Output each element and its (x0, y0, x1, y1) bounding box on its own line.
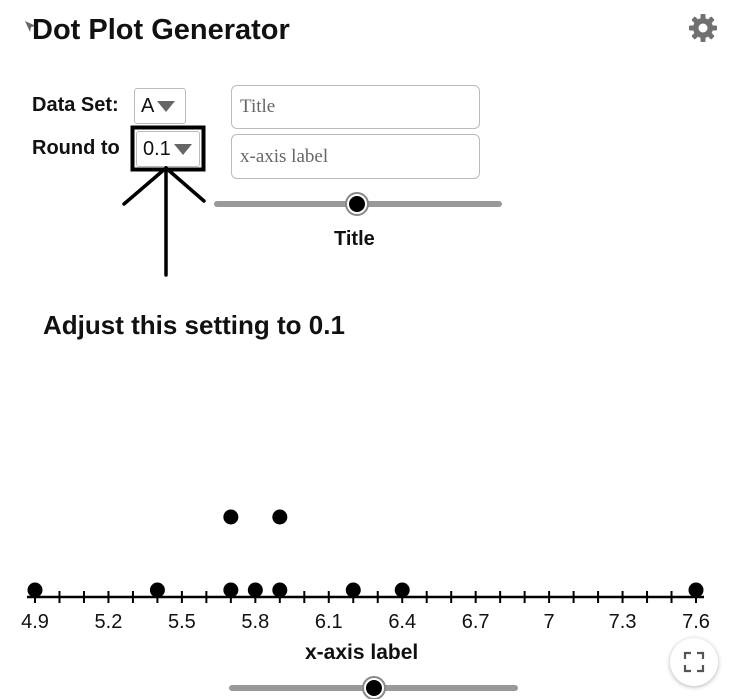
fullscreen-icon (683, 651, 705, 673)
round-to-label: Round to (32, 137, 120, 159)
x-axis-label-input[interactable] (231, 134, 480, 179)
data-dot (394, 582, 410, 598)
dropdown-caret-icon (173, 143, 192, 155)
x-tick-label: 7.3 (609, 611, 637, 633)
data-set-value: A (141, 94, 155, 117)
x-tick-label: 7 (544, 611, 555, 633)
dot-series (27, 509, 704, 598)
data-dot (272, 509, 288, 525)
round-to-select[interactable]: 0.1 (136, 131, 200, 167)
instruction-annotation: Adjust this setting to 0.1 (43, 310, 345, 340)
fullscreen-button[interactable] (670, 638, 718, 686)
axis-slider[interactable] (229, 676, 518, 699)
data-dot (223, 509, 239, 525)
data-dot (27, 582, 43, 598)
round-to-value: 0.1 (143, 137, 171, 160)
title-slider[interactable] (214, 192, 502, 216)
x-tick-label: 6.4 (388, 611, 416, 633)
x-tick-label: 6.7 (462, 611, 490, 633)
data-dot (223, 582, 239, 598)
gear-icon[interactable] (687, 12, 719, 44)
data-dot (688, 582, 704, 598)
x-tick-label: 5.8 (241, 611, 269, 633)
data-set-label: Data Set: (32, 94, 119, 116)
title-slider-handle[interactable] (349, 196, 365, 212)
x-axis: 4.9 5.2 5.5 5.8 6.1 6.4 6.7 7 7.3 7.6 (21, 591, 710, 633)
x-axis-label: x-axis label (305, 641, 419, 664)
x-tick-label: 4.9 (21, 611, 49, 633)
data-dot (149, 582, 165, 598)
dropdown-caret-icon (157, 100, 176, 112)
title-input[interactable] (231, 85, 480, 129)
data-dot (247, 582, 263, 598)
x-tick-label: 5.5 (168, 611, 196, 633)
title-slider-label: Title (334, 228, 375, 250)
annotation-arrow (122, 166, 206, 277)
x-tick-label: 6.1 (315, 611, 343, 633)
data-set-select[interactable]: A (134, 88, 186, 124)
x-tick-label: 7.6 (682, 611, 710, 633)
data-dot (272, 582, 288, 598)
page-title: Dot Plot Generator (32, 14, 290, 46)
axis-slider-handle[interactable] (366, 680, 382, 696)
x-tick-label: 5.2 (95, 611, 123, 633)
data-dot (345, 582, 361, 598)
arrow-icon (25, 21, 36, 32)
